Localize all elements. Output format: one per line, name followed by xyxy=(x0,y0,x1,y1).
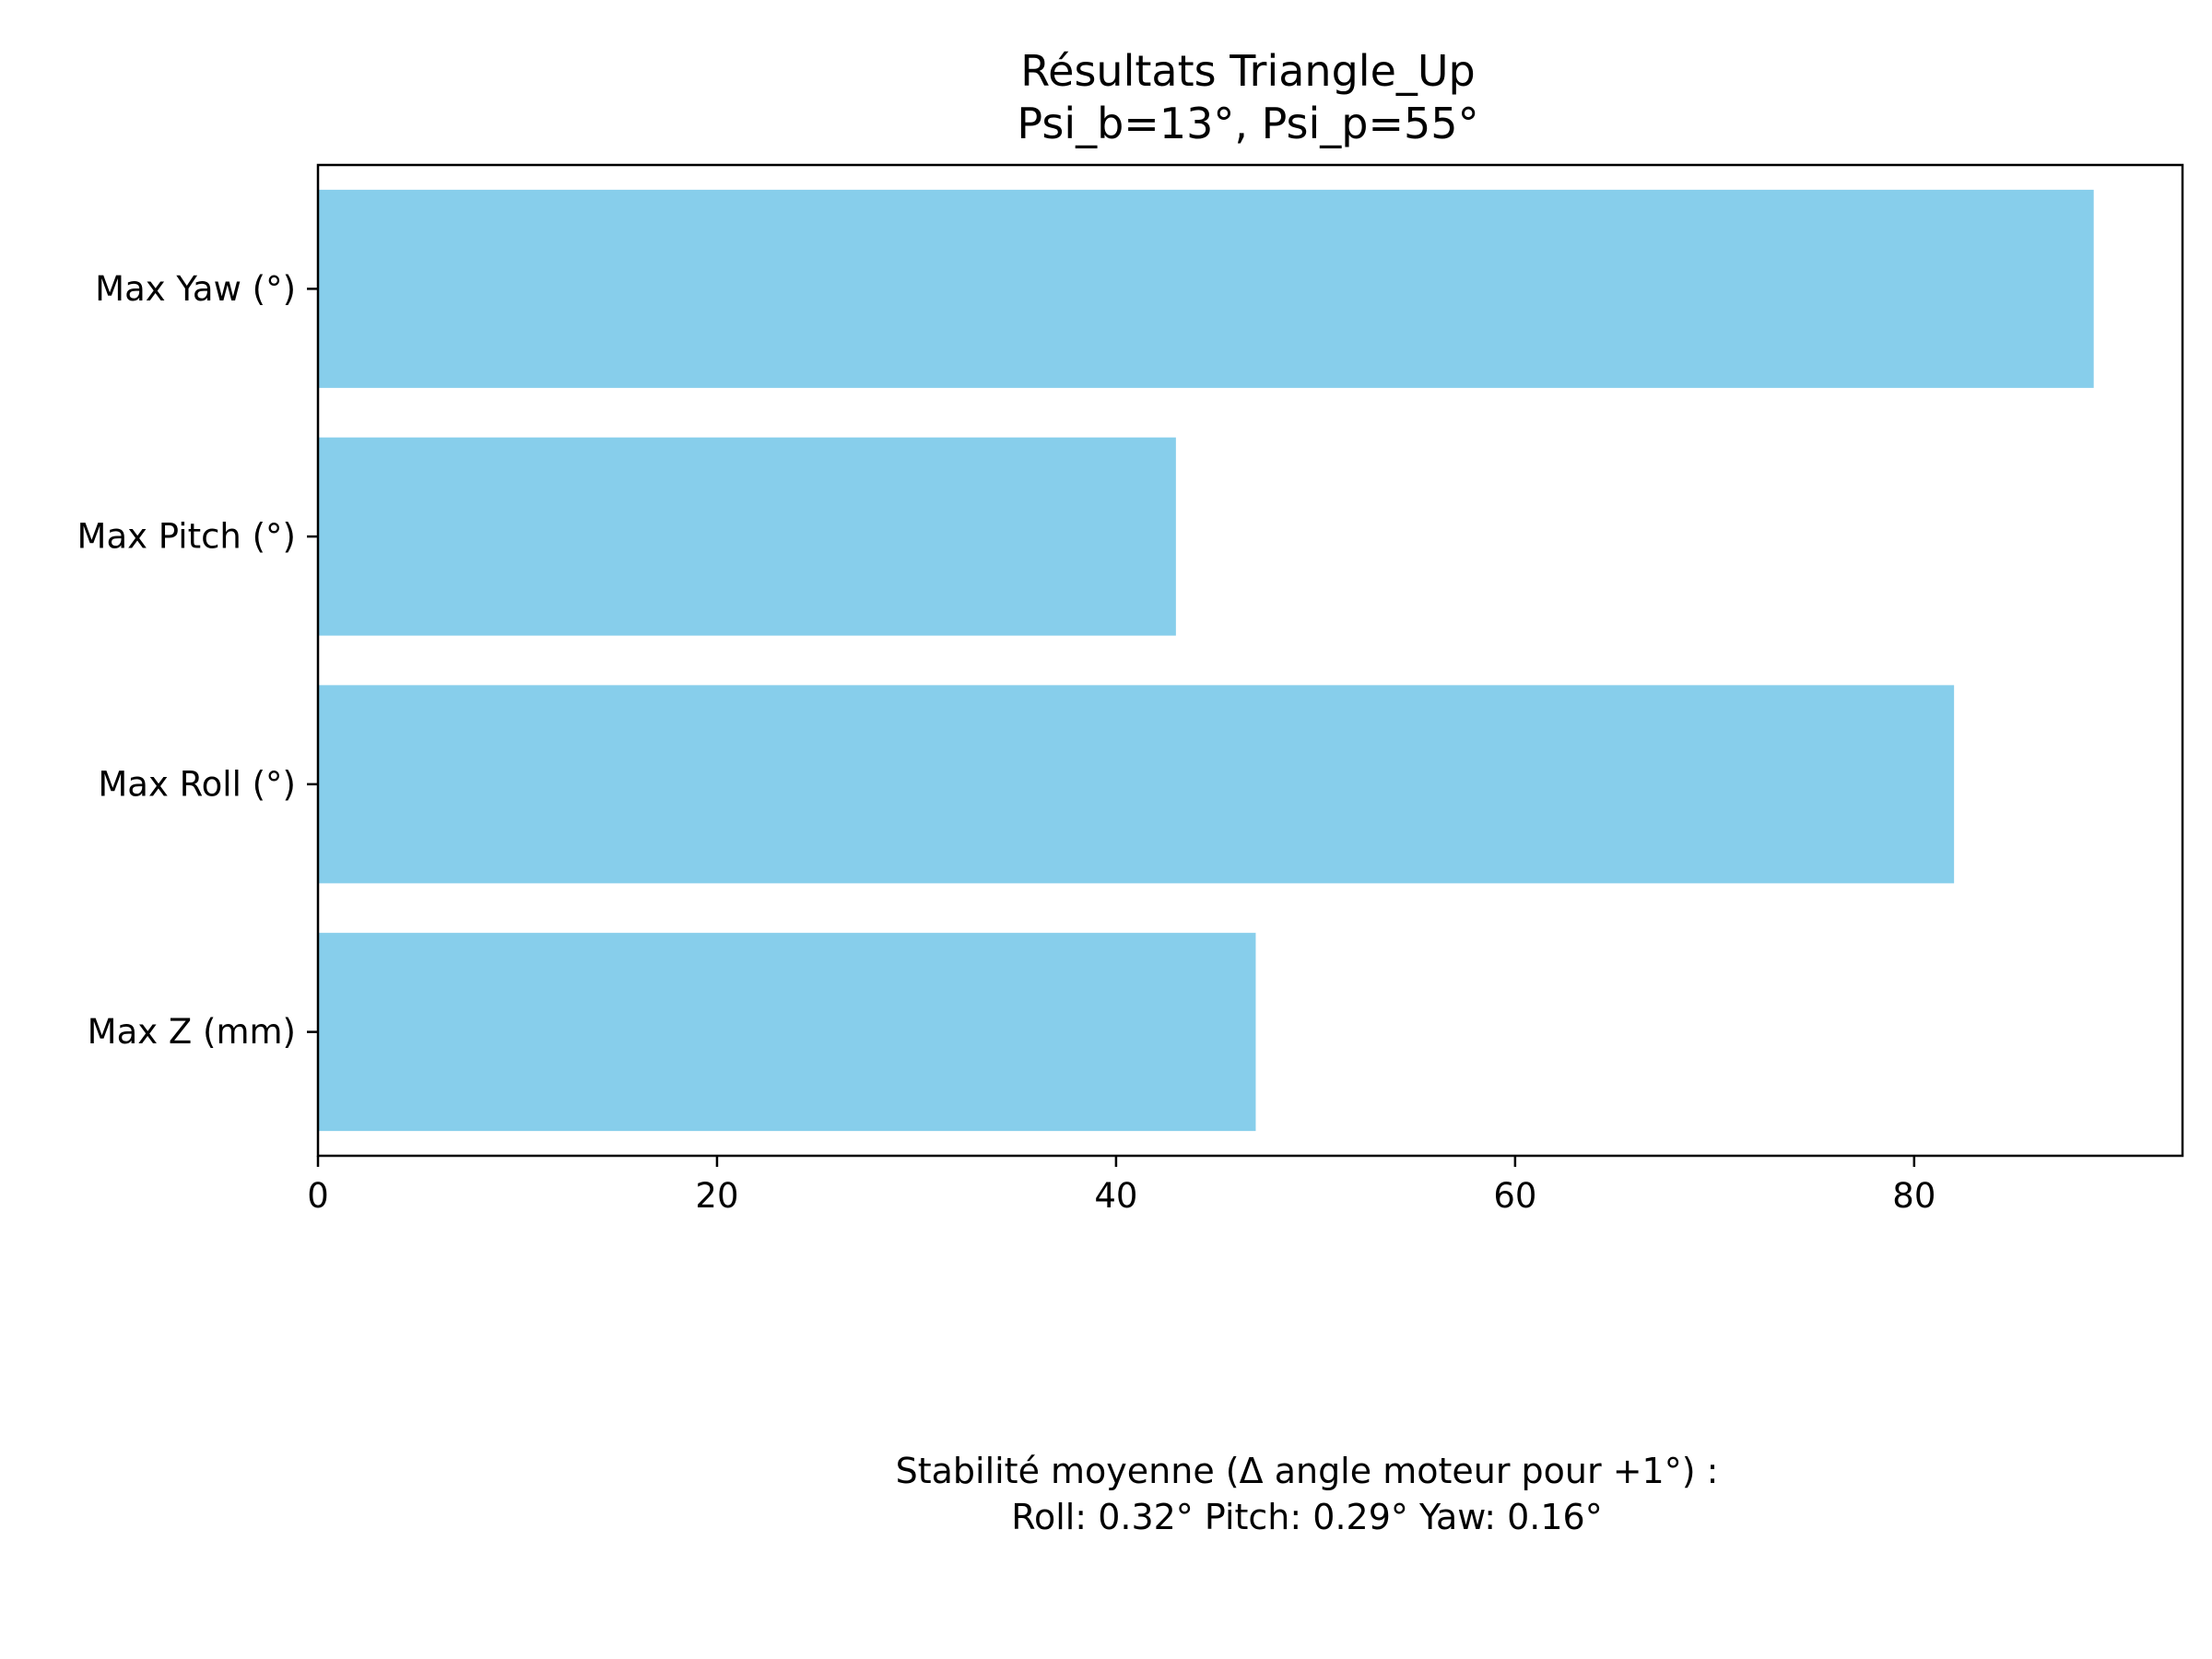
chart-subtitle: Psi_b=13°, Psi_p=55° xyxy=(1017,99,1479,148)
bar-max-pitch xyxy=(318,437,1176,636)
x-tick-label: 80 xyxy=(1892,1176,1936,1216)
x-tick-label: 60 xyxy=(1493,1176,1536,1216)
stability-note-line2: Roll: 0.32° Pitch: 0.29° Yaw: 0.16° xyxy=(1011,1497,1603,1537)
y-tick-label: Max Roll (°) xyxy=(98,764,296,804)
y-tick-label: Max Pitch (°) xyxy=(77,517,296,557)
y-tick-label: Max Z (mm) xyxy=(88,1012,296,1052)
bars-layer xyxy=(318,189,2094,1132)
plot-frame xyxy=(316,163,2184,1158)
y-tick-label: Max Yaw (°) xyxy=(95,269,296,309)
bar-max-z-mm xyxy=(318,933,1256,1132)
bar-max-yaw xyxy=(318,189,2094,388)
x-tick-label: 0 xyxy=(307,1176,329,1216)
stability-note-line1: Stabilité moyenne (Δ angle moteur pour +… xyxy=(895,1451,1719,1491)
x-axis: 0 20 40 60 80 xyxy=(307,1156,1936,1216)
bar-max-roll xyxy=(318,685,1955,884)
x-tick-label: 20 xyxy=(695,1176,738,1216)
chart-title: Résultats Triangle_Up xyxy=(1020,46,1476,96)
x-tick-label: 40 xyxy=(1094,1176,1137,1216)
y-axis: Max Yaw (°) Max Pitch (°) Max Roll (°) Max … xyxy=(77,269,318,1052)
